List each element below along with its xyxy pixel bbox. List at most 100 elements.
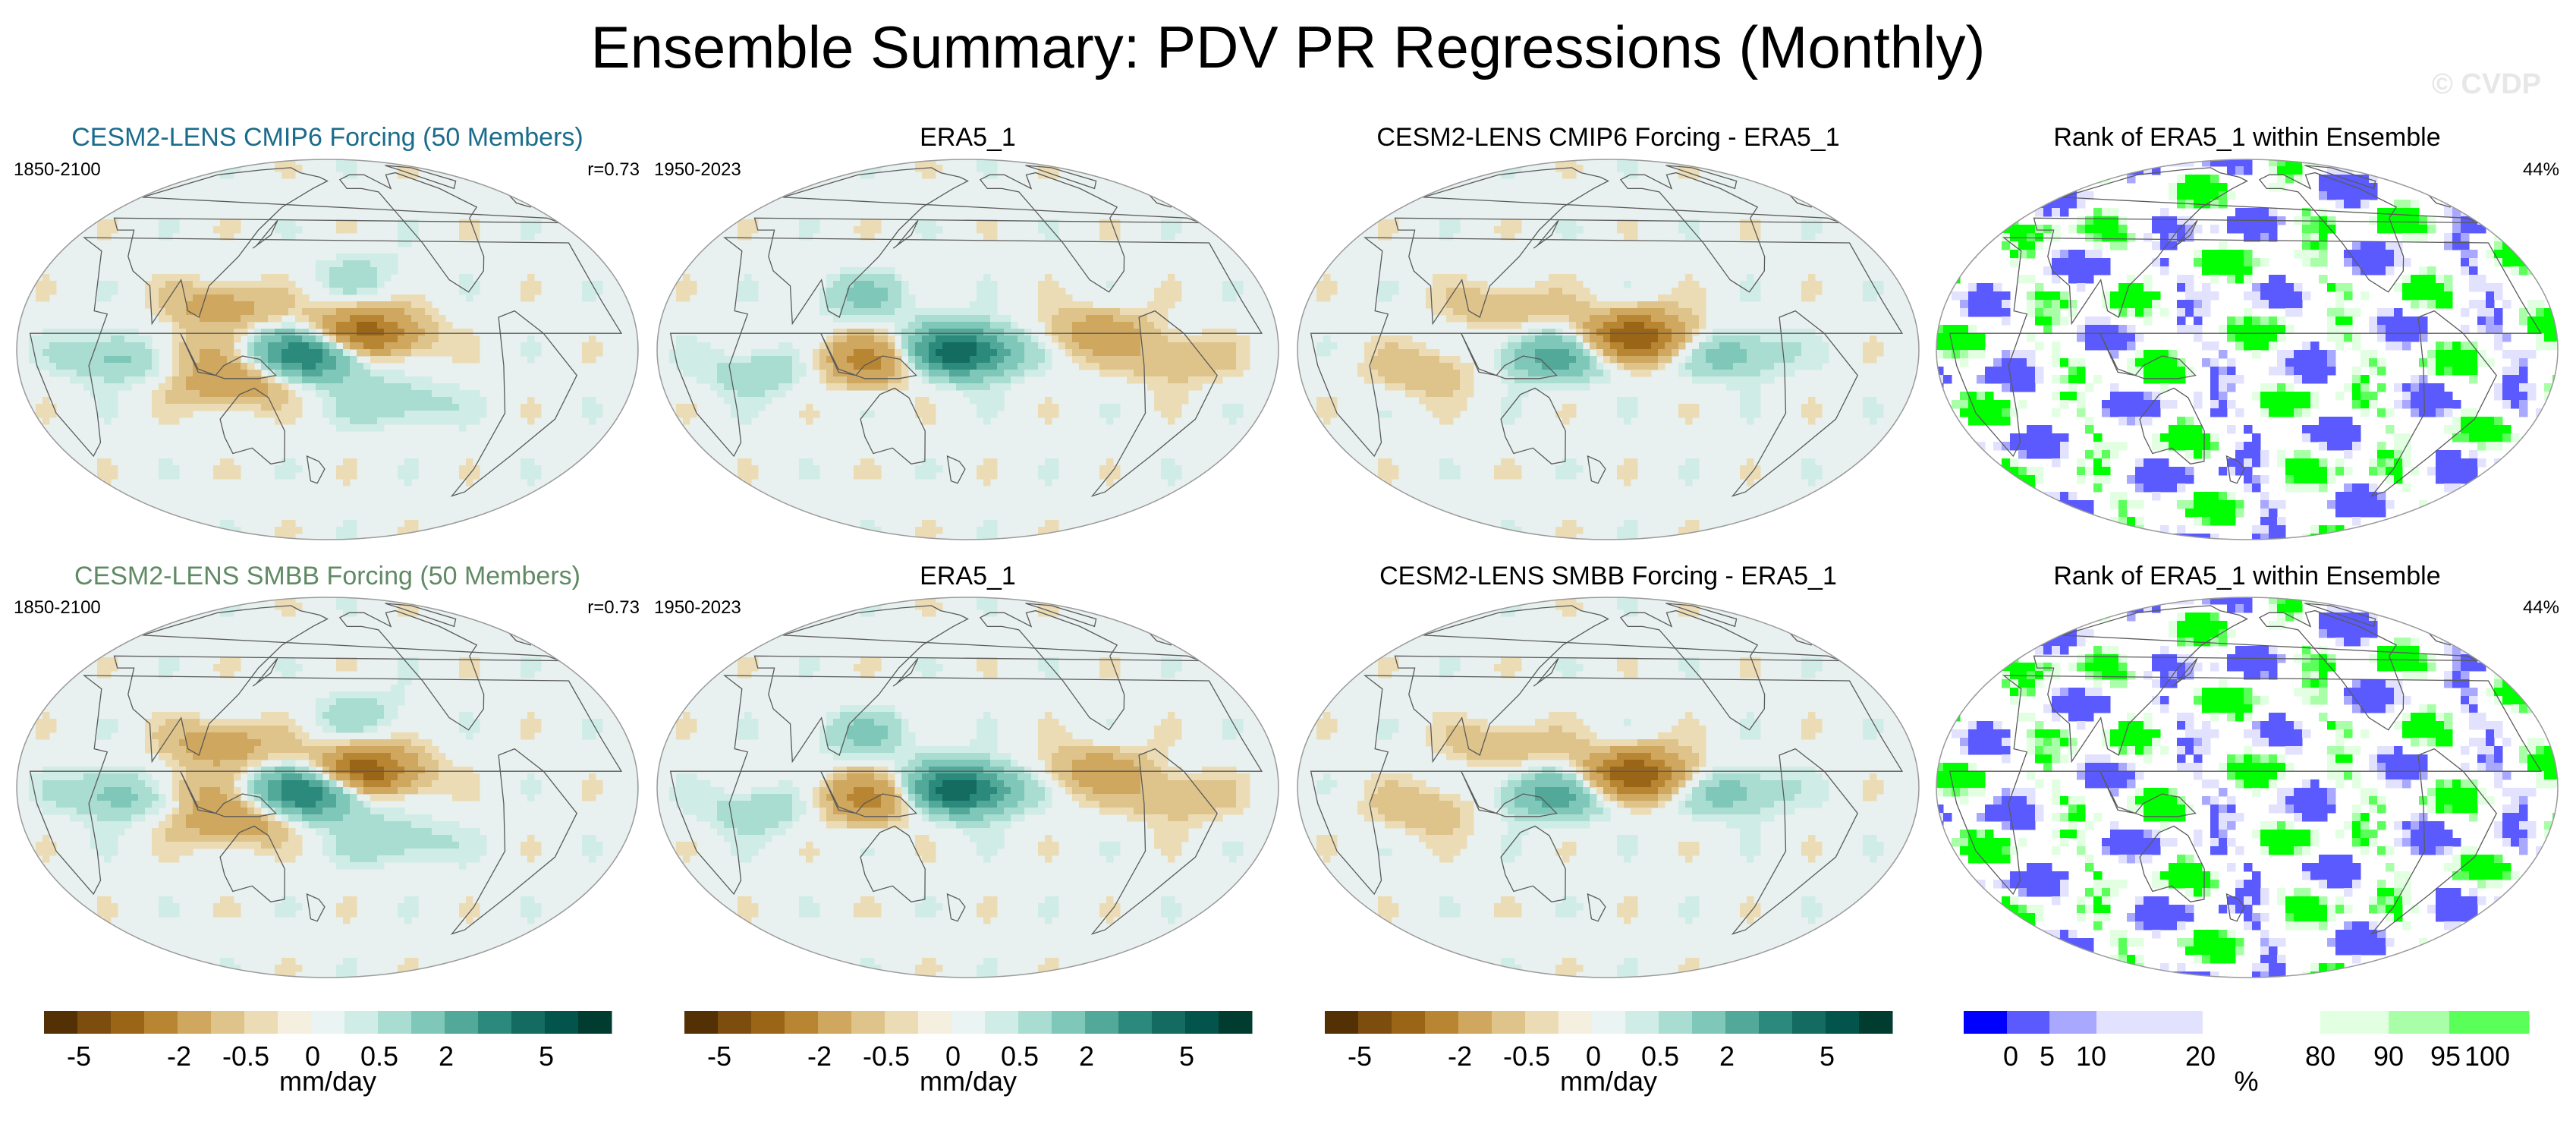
field-cell <box>165 527 173 534</box>
field-cell <box>295 356 303 364</box>
field-cell <box>1535 329 1543 336</box>
field-cell <box>1052 219 1059 227</box>
field-cell <box>1665 342 1672 350</box>
field-cell <box>1617 397 1625 405</box>
field-cell <box>1808 288 1816 295</box>
field-cell <box>990 527 998 534</box>
field-cell <box>1514 411 1522 418</box>
field-cell <box>336 390 344 398</box>
field-cell <box>1453 219 1461 227</box>
field-cell <box>521 294 528 302</box>
field-cell <box>165 383 173 391</box>
field-cell <box>1460 294 1467 302</box>
rank-cell <box>1993 300 2002 309</box>
rank-cell <box>2219 191 2228 200</box>
field-cell <box>1168 165 1175 172</box>
coastline <box>946 455 966 484</box>
field-cell <box>1433 301 1440 309</box>
rank-cell <box>2369 241 2378 250</box>
field-cell <box>1624 404 1631 411</box>
field-cell <box>1801 294 1809 302</box>
rank-cell <box>2494 250 2503 259</box>
field-cell <box>459 424 467 432</box>
field-cell <box>867 356 875 364</box>
rank-cell <box>2093 216 2103 225</box>
rank-cell <box>2419 175 2428 184</box>
field-cell <box>895 281 902 288</box>
field-cell <box>1501 233 1508 241</box>
field-cell <box>922 458 929 466</box>
field-cell <box>432 315 439 323</box>
coastline <box>1587 455 1606 484</box>
field-cell <box>1514 376 1522 384</box>
field-cell <box>1822 356 1829 364</box>
rank-cell <box>1943 258 1952 267</box>
field-cell <box>929 376 936 384</box>
field-cell <box>1603 308 1611 316</box>
field-cell <box>1514 534 1522 540</box>
field-cell <box>268 274 275 282</box>
field-cell <box>1093 363 1100 370</box>
field-cell <box>357 424 364 432</box>
field-cell <box>1692 376 1700 384</box>
field-cell <box>1562 458 1570 466</box>
field-cell <box>1106 342 1114 350</box>
field-cell <box>124 376 132 384</box>
field-cell <box>193 274 200 282</box>
field-cell <box>1323 219 1331 227</box>
field-cell <box>480 411 487 418</box>
field-cell <box>288 411 296 418</box>
rank-cell <box>2544 250 2553 259</box>
field-cell <box>697 376 704 384</box>
field-cell <box>521 233 528 241</box>
field-cell <box>200 288 207 295</box>
field-cell <box>384 417 392 425</box>
field-cell <box>534 165 542 172</box>
field-cell <box>744 288 752 295</box>
field-cell <box>254 376 262 384</box>
field-cell <box>1323 458 1331 466</box>
rank-cell <box>2194 191 2203 200</box>
field-cell <box>826 294 834 302</box>
field-cell <box>1583 288 1590 295</box>
field-cell <box>1583 356 1590 364</box>
rank-cell <box>2252 325 2261 334</box>
field-cell <box>363 342 371 350</box>
field-cell <box>152 349 159 357</box>
field-cell <box>322 370 330 377</box>
field-cell <box>840 349 848 357</box>
rank-cell <box>2527 316 2537 326</box>
field-cell <box>738 219 745 227</box>
field-cell <box>1154 301 1162 309</box>
field-cell <box>1808 479 1816 487</box>
field-cell <box>1535 370 1543 377</box>
field-cell <box>220 233 228 241</box>
field-cell <box>282 390 289 398</box>
field-cell <box>329 370 337 377</box>
rank-cell <box>2352 342 2361 351</box>
field-cell <box>738 534 745 540</box>
field-cell <box>466 458 473 466</box>
rank-cell <box>2377 241 2386 250</box>
field-cell <box>172 219 180 227</box>
field-cell <box>1706 376 1713 384</box>
field-cell <box>377 417 385 425</box>
field-cell <box>1685 322 1693 329</box>
field-cell <box>1651 315 1659 323</box>
field-cell <box>1405 383 1413 391</box>
rank-cell <box>2411 300 2420 309</box>
field-cell <box>1161 534 1168 540</box>
field-cell <box>261 383 269 391</box>
rank-cell <box>2494 291 2503 301</box>
field-cell <box>1665 349 1672 357</box>
field-cell <box>1863 349 1870 357</box>
rank-cell <box>2302 342 2311 351</box>
rank-cell <box>2160 350 2169 359</box>
field-cell <box>970 315 977 323</box>
rank-cell <box>2027 200 2036 209</box>
rank-cell <box>2118 216 2128 225</box>
field-cell <box>1018 335 1025 343</box>
rank-cell <box>2244 333 2253 342</box>
field-cell <box>1555 329 1563 336</box>
field-cell <box>104 370 112 377</box>
